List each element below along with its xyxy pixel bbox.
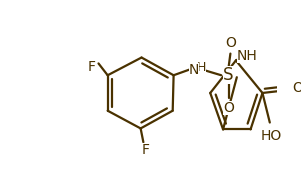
Text: O: O (223, 101, 234, 115)
Text: S: S (223, 66, 234, 84)
Text: F: F (141, 143, 149, 157)
Text: O: O (225, 36, 236, 50)
Text: N: N (188, 63, 199, 77)
Text: HO: HO (261, 129, 282, 143)
Text: NH: NH (237, 48, 257, 63)
Text: F: F (87, 60, 95, 74)
Text: O: O (292, 81, 301, 95)
Text: H: H (197, 61, 206, 74)
